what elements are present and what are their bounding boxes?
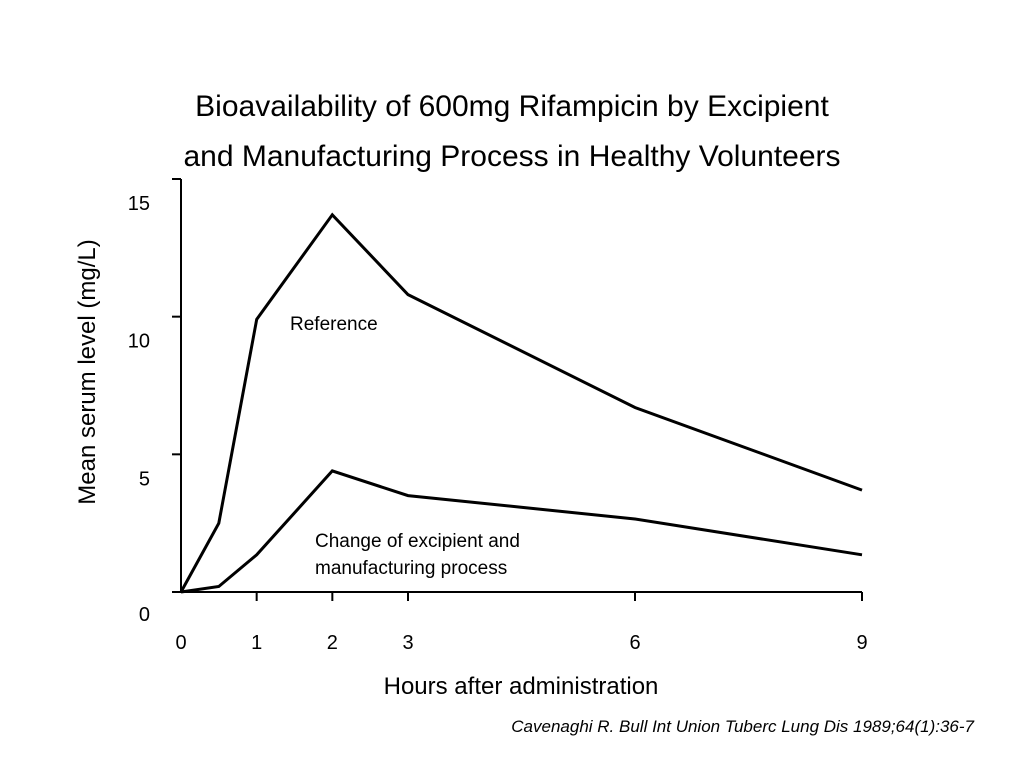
- chart-title-line-1: Bioavailability of 600mg Rifampicin by E…: [195, 90, 829, 123]
- y-axis-label: Mean serum level (mg/L): [74, 239, 101, 504]
- x-tick-label: 1: [251, 632, 262, 654]
- x-axis-ticks: 0 1 2 3 6 9: [175, 592, 868, 654]
- series-label-reference: Reference: [290, 314, 378, 335]
- chart-title: Bioavailability of 600mg Rifampicin by E…: [0, 82, 1024, 182]
- x-axis-label: Hours after administration: [384, 673, 659, 700]
- series-line-change-excipient: [180, 469, 863, 594]
- x-tick-label: 3: [402, 632, 413, 654]
- series-line-reference: [179, 212, 863, 593]
- citation: Cavenaghi R. Bull Int Union Tuberc Lung …: [511, 717, 974, 736]
- x-tick-label: 6: [629, 632, 640, 654]
- x-tick-label: 2: [327, 632, 338, 654]
- chart-title-line-2: and Manufacturing Process in Healthy Vol…: [183, 140, 841, 173]
- y-tick-label: 0: [139, 604, 150, 626]
- y-tick-label: 5: [139, 468, 150, 490]
- series-lines: [179, 212, 863, 594]
- y-axis-ticks: 0 5 10 15: [128, 178, 181, 626]
- y-tick-label: 15: [128, 193, 150, 215]
- x-tick-label: 0: [175, 632, 186, 654]
- series-label-change-line-1: Change of excipient and: [315, 531, 520, 552]
- y-tick-label: 10: [128, 331, 150, 353]
- series-label-change-line-2: manufacturing process: [315, 558, 507, 579]
- x-tick-label: 9: [856, 632, 867, 654]
